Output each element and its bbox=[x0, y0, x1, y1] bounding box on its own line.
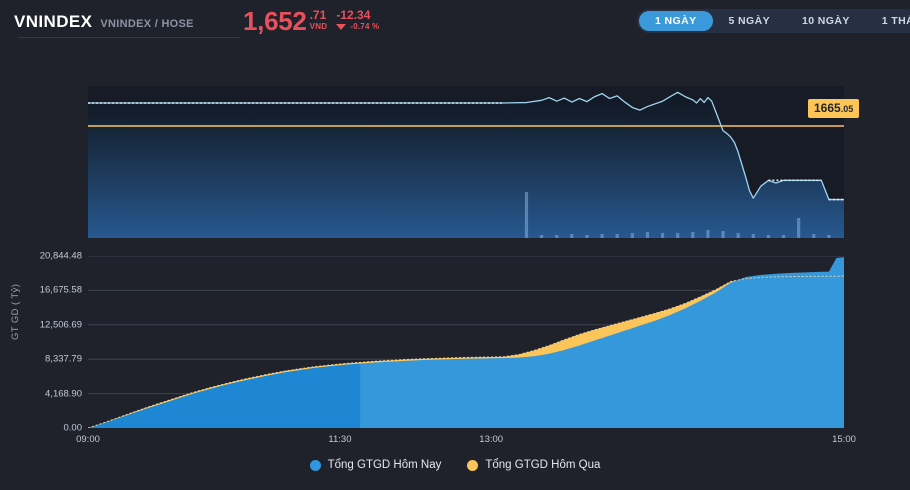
volume-bar bbox=[630, 233, 634, 238]
volume-bar bbox=[570, 234, 574, 238]
x-tick-label: 15:00 bbox=[832, 434, 856, 445]
change-block: -12.34 -0.74 % bbox=[336, 8, 379, 31]
range-tab-1[interactable]: 5 NGÀY bbox=[728, 15, 770, 27]
quote-block: 1,652 .71 VND -12.34 -0.74 % bbox=[243, 8, 379, 34]
price-marker-value: 1665 bbox=[814, 101, 841, 115]
chart-legend: Tổng GTGD Hôm Nay Tổng GTGD Hôm Qua bbox=[0, 459, 910, 471]
y-tick-label: 4,168.90 bbox=[45, 388, 82, 400]
price-decimal-block: .71 VND bbox=[309, 8, 328, 32]
volume-bar bbox=[660, 233, 665, 238]
symbol-block: VNINDEX VNINDEX / HOSE bbox=[14, 12, 194, 32]
price-currency-unit: VND bbox=[309, 22, 328, 32]
volume-bar bbox=[585, 235, 589, 238]
range-tab-3[interactable]: 1 THÁNG bbox=[881, 15, 910, 27]
area-series-today-early bbox=[88, 363, 361, 428]
volume-bar bbox=[615, 234, 619, 238]
volume-bar bbox=[812, 234, 816, 238]
symbol-exchange-label: VNINDEX / HOSE bbox=[100, 18, 194, 30]
y-tick-label: 8,337.79 bbox=[45, 353, 82, 365]
page-title: VNINDEX bbox=[14, 12, 93, 31]
volume-bar bbox=[600, 234, 604, 238]
volume-bar bbox=[645, 232, 650, 238]
y-tick-label: 16,675.58 bbox=[39, 284, 82, 296]
volume-bar bbox=[827, 235, 831, 238]
price-marker-decimal: .05 bbox=[840, 104, 854, 114]
legend-item-1[interactable]: Tổng GTGD Hôm Qua bbox=[467, 459, 600, 471]
x-tick-label: 13:00 bbox=[479, 434, 504, 445]
area-series-yesterday-edge bbox=[88, 275, 844, 428]
triangle-down-icon bbox=[336, 23, 347, 30]
legend-label: Tổng GTGD Hôm Nay bbox=[327, 459, 442, 471]
y-tick-label: 12,506.69 bbox=[39, 319, 82, 331]
x-tick-label: 09:00 bbox=[76, 434, 100, 445]
legend-label: Tổng GTGD Hôm Qua bbox=[485, 459, 601, 471]
volume-bar bbox=[751, 234, 755, 238]
widget-header: VNINDEX VNINDEX / HOSE 1,652 .71 VND -12… bbox=[0, 0, 910, 48]
volume-bar bbox=[797, 218, 801, 238]
legend-swatch-icon bbox=[467, 459, 479, 471]
price-change: -12.34 bbox=[336, 8, 371, 22]
volume-bar bbox=[540, 235, 544, 238]
price-decimal: .71 bbox=[309, 8, 327, 22]
volume-bar bbox=[691, 232, 695, 238]
header-divider bbox=[18, 37, 240, 38]
gtgd-area-chart[interactable] bbox=[88, 256, 844, 428]
price-chart[interactable] bbox=[88, 86, 844, 238]
y-tick-label: 20,844.48 bbox=[39, 250, 82, 262]
x-tick-label: 11:30 bbox=[328, 434, 352, 445]
y-axis-title: GT GD ( Tỷ) bbox=[10, 283, 21, 340]
range-tab-0[interactable]: 1 NGÀY bbox=[639, 11, 713, 31]
price-change-percent: -0.74 % bbox=[350, 22, 380, 32]
volume-bar bbox=[676, 233, 680, 238]
volume-bar bbox=[736, 233, 740, 238]
price-line bbox=[88, 91, 844, 201]
volume-bar bbox=[706, 230, 710, 238]
price-marker-label: 1665.05 bbox=[808, 99, 860, 119]
price-value: 1,652 bbox=[243, 6, 307, 36]
volume-bar bbox=[524, 192, 529, 238]
price-area-fill bbox=[88, 92, 844, 238]
range-tab-group[interactable]: 1 NGÀY 5 NGÀY 10 NGÀY 1 THÁNG bbox=[637, 9, 910, 33]
y-tick-label: 0.00 bbox=[63, 422, 83, 434]
volume-bar bbox=[781, 235, 786, 238]
percent-row: -0.74 % bbox=[336, 22, 379, 31]
volume-bar bbox=[721, 231, 725, 238]
volume-bar bbox=[555, 235, 559, 238]
range-tab-2[interactable]: 10 NGÀY bbox=[802, 15, 850, 27]
legend-swatch-icon bbox=[309, 459, 321, 471]
volume-bar bbox=[766, 235, 770, 238]
legend-item-0[interactable]: Tổng GTGD Hôm Nay bbox=[309, 459, 442, 471]
